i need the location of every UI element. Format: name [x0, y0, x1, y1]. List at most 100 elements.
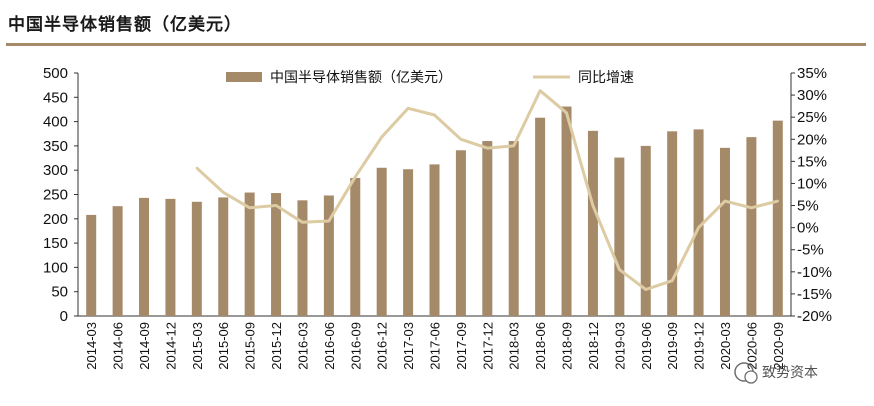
y-right-tick-label: 35%	[797, 65, 827, 82]
y-left-tick-label: 50	[51, 284, 68, 301]
x-tick-label: 2017-06	[428, 322, 443, 370]
x-tick-label: 2015-03	[190, 322, 205, 370]
x-tick-label: 2020-03	[718, 322, 733, 370]
growth-point	[248, 206, 251, 209]
x-tick-label: 2015-06	[216, 322, 231, 370]
growth-point	[486, 146, 489, 150]
bar	[746, 137, 757, 316]
y-right-tick-label: 20%	[797, 131, 827, 148]
bar	[429, 164, 440, 316]
bar	[667, 131, 678, 316]
title-rule	[6, 43, 866, 46]
y-right-tick-label: 0%	[797, 220, 819, 237]
x-tick-label: 2020-06	[744, 322, 759, 370]
x-tick-label: 2020-09	[771, 322, 786, 370]
bar	[323, 195, 334, 316]
growth-point	[618, 268, 621, 271]
legend-bar-swatch	[226, 72, 262, 82]
y-right-ticks: -20% -15% -10% -5% 0% 5% 10% 15% 20% 25% 30% 35%	[797, 65, 832, 325]
x-tick-label: 2016-09	[348, 322, 363, 370]
watermark: 致势资本	[734, 362, 818, 384]
y-right-tick-label: 25%	[797, 109, 827, 126]
x-tick-label: 2019-06	[639, 322, 654, 370]
bar	[693, 129, 704, 316]
bar	[508, 141, 519, 316]
y-left-tick-label: 450	[43, 89, 68, 106]
y-right-tick-label: 15%	[797, 153, 827, 170]
legend: 中国半导体销售额（亿美元） 同比增速	[226, 70, 634, 86]
bar	[376, 167, 387, 316]
growth-point	[433, 113, 436, 117]
x-tick-label: 2018-06	[533, 322, 548, 370]
y-right-tick-label: -5%	[797, 242, 824, 259]
growth-point	[538, 89, 542, 92]
bar	[403, 169, 414, 316]
bar	[86, 214, 97, 316]
bar	[772, 120, 783, 317]
y-left-tick-label: 350	[43, 138, 68, 155]
y-right-tick-label: 30%	[797, 87, 827, 104]
y-left-tick-label: 400	[43, 114, 68, 131]
y-right-tick-label: -15%	[797, 286, 832, 303]
x-tick-label: 2016-12	[375, 322, 390, 370]
y-left-tick-label: 300	[43, 162, 68, 179]
x-ticks: 2014-03 2014-06 2014-09 2014-12 2015-03 2015-…	[84, 322, 786, 370]
x-tick-label: 2014-03	[84, 322, 99, 370]
growth-point	[565, 111, 568, 114]
x-tick-label: 2016-03	[295, 322, 310, 370]
growth-point	[274, 204, 278, 207]
growth-point	[327, 219, 331, 223]
x-tick-label: 2018-09	[560, 322, 575, 370]
x-tick-label: 2019-12	[692, 322, 707, 370]
legend-bar-label: 中国半导体销售额（亿美元）	[270, 70, 452, 86]
bar-series	[86, 106, 783, 317]
bar	[218, 197, 229, 316]
bar	[535, 117, 546, 316]
growth-point	[380, 135, 383, 139]
bar	[244, 192, 255, 316]
bar	[719, 147, 730, 316]
growth-point	[723, 199, 727, 203]
growth-point	[512, 144, 515, 148]
x-tick-label: 2017-09	[454, 322, 469, 370]
growth-point	[750, 206, 753, 209]
x-tick-label: 2018-03	[507, 322, 522, 370]
x-tick-label: 2014-06	[111, 322, 126, 370]
growth-point	[301, 221, 304, 224]
growth-point	[406, 107, 410, 110]
bar	[587, 130, 598, 316]
x-tick-label: 2015-09	[243, 322, 258, 370]
x-tick-label: 2018-12	[586, 322, 601, 370]
growth-point	[591, 204, 595, 207]
watermark-text: 致势资本	[762, 365, 818, 381]
x-tick-label: 2017-03	[401, 322, 416, 370]
y-left-tick-label: 200	[43, 211, 68, 228]
page-title: 中国半导体销售额（亿美元）	[8, 15, 242, 35]
bar	[482, 141, 493, 316]
growth-point	[222, 191, 225, 194]
growth-point	[354, 175, 357, 179]
growth-point	[459, 138, 463, 141]
x-tick-label: 2019-03	[612, 322, 627, 370]
y-right-tick-label: -20%	[797, 308, 832, 325]
y-left-tick-label: 0	[60, 308, 68, 325]
bar	[455, 150, 466, 316]
y-left-tick-label: 100	[43, 259, 68, 276]
y-right-tick-label: -10%	[797, 264, 832, 281]
y-left-tick-label: 150	[43, 235, 68, 252]
bar	[139, 197, 150, 316]
x-tick-label: 2014-09	[137, 322, 152, 370]
x-tick-label: 2019-09	[665, 322, 680, 370]
y-left-tick-label: 500	[43, 65, 68, 82]
bar	[350, 177, 361, 316]
x-tick-label: 2017-12	[480, 322, 495, 370]
x-tick-label: 2016-06	[322, 322, 337, 370]
legend-line-label: 同比增速	[578, 70, 634, 86]
line-series	[195, 89, 779, 291]
growth-point	[195, 166, 199, 170]
bar	[271, 193, 282, 316]
bar	[640, 145, 651, 316]
y-left-tick-label: 250	[43, 187, 68, 204]
bar	[297, 200, 308, 316]
